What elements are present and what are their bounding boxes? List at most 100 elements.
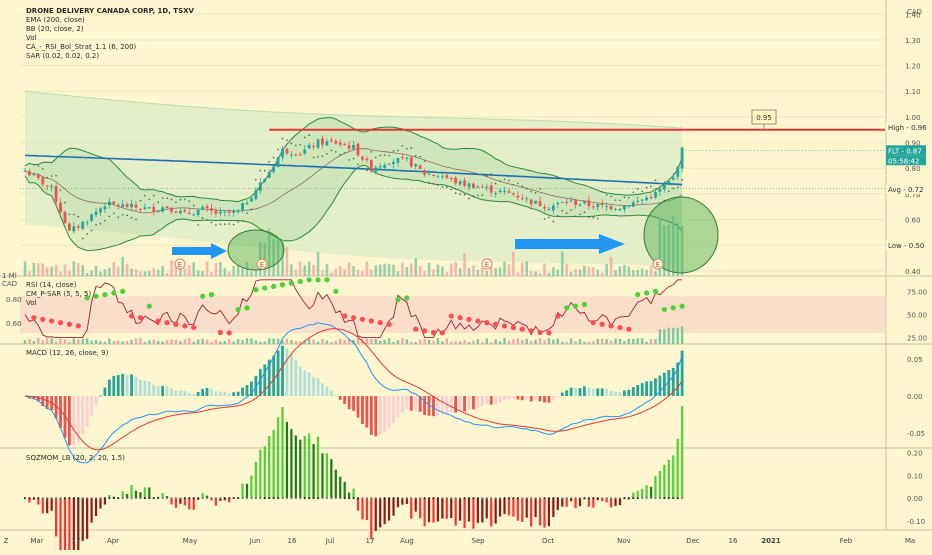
rsi-vol-bar xyxy=(54,341,58,344)
rsi-vol-bar xyxy=(108,338,111,344)
candle-body xyxy=(312,145,315,147)
sar-dot xyxy=(428,181,430,184)
volume-bar xyxy=(281,239,284,276)
cm-psar-dot xyxy=(599,321,605,327)
sqz-bar xyxy=(46,498,49,514)
x-tick-15: Feb xyxy=(840,537,853,545)
main-y-tick-3: 1.10 xyxy=(905,88,921,96)
earnings-marker-0-circle xyxy=(174,258,186,270)
sqz-bar xyxy=(272,429,275,499)
sqz-dot xyxy=(37,497,40,500)
rsi-vol-bar xyxy=(405,339,409,344)
rsi-vol-bar xyxy=(214,339,218,344)
macd-hist-bar xyxy=(103,387,107,396)
cm-psar-dot xyxy=(457,315,463,321)
sar-dot xyxy=(450,188,453,191)
macd-hist-bar xyxy=(631,387,635,396)
macd-hist-bar xyxy=(116,375,120,396)
volume-bar xyxy=(316,251,320,276)
sqz-bar xyxy=(250,475,253,499)
macd-hist-bar xyxy=(36,396,40,402)
macd-hist-bar xyxy=(645,381,648,396)
candle-body xyxy=(551,205,555,211)
rsi-vol-bar xyxy=(245,338,249,344)
candle-body xyxy=(423,170,426,175)
candle-body xyxy=(125,204,129,208)
sar-dot xyxy=(392,150,395,152)
macd-hist-bar xyxy=(480,396,484,406)
candle-body xyxy=(538,201,542,207)
sqz-dot xyxy=(285,497,288,500)
volume-bar xyxy=(254,270,258,276)
candle-body xyxy=(534,200,537,204)
candle-body xyxy=(68,223,71,231)
candle-body xyxy=(614,208,617,210)
macd-hist-bar xyxy=(312,377,315,396)
rsi-vol-bar xyxy=(148,340,151,344)
sar-dot xyxy=(343,152,346,154)
candle-body xyxy=(214,210,218,214)
cm-psar-dot xyxy=(200,293,206,299)
sqz-bar xyxy=(54,498,58,537)
macd-hist-bar xyxy=(600,388,604,396)
candle-body xyxy=(99,208,102,213)
rsi-vol-bar xyxy=(77,339,80,344)
candle-body xyxy=(369,160,373,172)
cm-psar-dot xyxy=(395,296,401,303)
sqz-dot xyxy=(254,497,257,500)
sqz-bar xyxy=(321,453,324,499)
volume-bar xyxy=(467,267,471,276)
legend-rsi-bol[interactable]: CA_-_RSI_Bol_Strat_1.1 (6, 200) xyxy=(26,43,137,51)
legend-ema[interactable]: EMA (200, close) xyxy=(26,16,85,24)
volume-bar xyxy=(28,271,31,276)
macd-hist-bar xyxy=(152,384,156,396)
macd-hist-bar xyxy=(161,385,165,396)
volume-bar xyxy=(108,267,111,276)
sqz-dot xyxy=(72,497,75,500)
sqz-dot xyxy=(294,497,297,500)
macd-hist-bar xyxy=(241,387,244,396)
rsi-vol-bar xyxy=(85,338,89,344)
sar-dot xyxy=(308,134,310,137)
rsi-vol-bar xyxy=(299,341,302,344)
sqz-bar xyxy=(77,498,80,555)
legend-sqzmom[interactable]: SQZMOM_LB (20, 2, 20, 1.5) xyxy=(26,454,125,462)
rsi-vol-bar xyxy=(290,340,293,344)
rsi-vol-bar xyxy=(241,340,244,344)
candle-body xyxy=(267,171,271,178)
legend-rsi[interactable]: RSI (14, close) xyxy=(26,281,77,289)
avg-label-bg xyxy=(886,183,926,194)
legend-bb[interactable]: BB (20, close, 2) xyxy=(26,25,84,33)
macd-hist-bar xyxy=(325,386,329,396)
sqz-dot xyxy=(272,497,275,500)
volume-bar xyxy=(547,272,551,276)
sqz-dot xyxy=(641,497,644,500)
legend-macd[interactable]: MACD (12, 26, close, 9) xyxy=(26,349,109,357)
sar-dot xyxy=(330,149,333,152)
rsi-bol-envelope xyxy=(25,91,683,267)
sar-dot xyxy=(241,219,244,222)
rsi-vol-bar xyxy=(623,340,626,344)
legend-vol[interactable]: Vol xyxy=(26,34,37,42)
legend-sar[interactable]: SAR (0.02, 0.02, 0.2) xyxy=(26,52,100,60)
candle-body xyxy=(218,211,222,214)
cm-psar-dot xyxy=(66,321,72,327)
macd-hist-bar xyxy=(298,366,302,396)
rsi-vol-bar xyxy=(130,339,133,344)
cm-psar-dot xyxy=(484,320,490,326)
sqz-bar xyxy=(592,498,595,508)
volume-bar xyxy=(290,264,293,276)
legend-rsi-vol[interactable]: Vol xyxy=(26,299,37,307)
x-tick-2: Apr xyxy=(107,537,119,545)
candle-body xyxy=(298,154,302,156)
candle-body xyxy=(680,147,684,169)
sqz-dot xyxy=(636,497,639,500)
rsi-vol-bar xyxy=(649,339,653,344)
sar-dot xyxy=(210,221,213,224)
legend-cm-psar[interactable]: CM_P-SAR (5, 5, 5) xyxy=(26,290,92,298)
rsi-vol-bar xyxy=(183,339,187,344)
sqz-bar xyxy=(556,498,559,511)
rsi-vol-bar xyxy=(379,341,382,344)
candle-body xyxy=(654,192,657,198)
sar-dot xyxy=(623,196,626,199)
